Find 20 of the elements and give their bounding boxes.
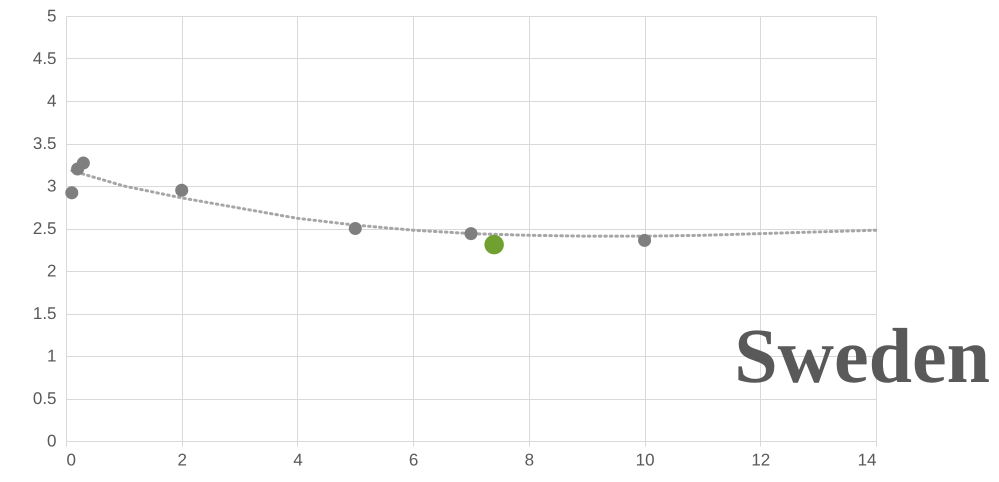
x-tick-label: 0	[66, 450, 76, 470]
x-tick-label: 12	[751, 450, 770, 470]
y-tick-label: 4	[47, 92, 56, 110]
y-tick-label: 2	[47, 262, 56, 280]
x-tick-label: 2	[177, 450, 187, 470]
y-tick-label: 4.5	[32, 49, 56, 68]
y-tick-label: 0.5	[32, 389, 56, 408]
x-tick-label: 8	[524, 450, 534, 470]
x-tick-label: 10	[636, 450, 655, 470]
y-tick-label: 5	[47, 6, 56, 26]
y-tick-label: 0	[47, 432, 56, 450]
x-tick-label: 6	[408, 450, 418, 470]
y-tick-label: 1.5	[32, 304, 56, 323]
y-tick-label: 3	[47, 176, 56, 196]
y-tick-label: 3.5	[32, 134, 56, 153]
x-tick-label: 4	[293, 450, 303, 470]
y-tick-label: 2.5	[32, 219, 56, 238]
y-tick-label: 1	[47, 346, 56, 366]
x-tick-label: 14	[858, 450, 876, 470]
annotation: Sweden	[734, 312, 990, 399]
